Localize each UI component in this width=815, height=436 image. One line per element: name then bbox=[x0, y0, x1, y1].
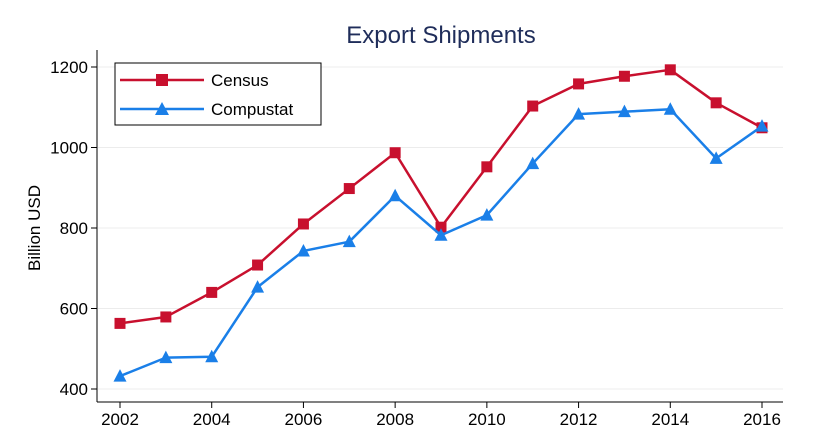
point-compustat-2010 bbox=[480, 208, 494, 221]
x-tick-label-2012: 2012 bbox=[560, 410, 598, 429]
y-tick-label-400: 400 bbox=[60, 380, 88, 399]
point-census-2002 bbox=[114, 317, 126, 329]
y-tick-label-1200: 1200 bbox=[50, 58, 88, 77]
point-compustat-2014 bbox=[663, 102, 677, 115]
point-census-2005 bbox=[252, 259, 264, 271]
x-tick-label-2010: 2010 bbox=[468, 410, 506, 429]
point-census-2008 bbox=[389, 147, 401, 159]
point-census-2003 bbox=[160, 311, 172, 323]
point-compustat-2015 bbox=[709, 151, 723, 164]
legend-census-marker bbox=[156, 74, 168, 86]
point-census-2006 bbox=[297, 218, 309, 230]
point-census-2004 bbox=[206, 286, 218, 298]
point-census-2013 bbox=[618, 70, 630, 82]
point-census-2012 bbox=[573, 78, 585, 90]
point-census-2015 bbox=[710, 97, 722, 109]
point-census-2014 bbox=[664, 64, 676, 76]
point-compustat-2006 bbox=[296, 243, 310, 257]
point-compustat-2005 bbox=[251, 280, 265, 293]
x-tick-label-2002: 2002 bbox=[101, 410, 139, 429]
x-tick-label-2004: 2004 bbox=[193, 410, 231, 429]
chart-title: Export Shipments bbox=[346, 22, 535, 49]
point-census-2009 bbox=[435, 221, 447, 233]
x-tick-label-2008: 2008 bbox=[376, 410, 414, 429]
x-tick-label-2006: 2006 bbox=[285, 410, 323, 429]
point-compustat-2008 bbox=[388, 188, 402, 202]
series-lines bbox=[113, 64, 769, 382]
point-compustat-2011 bbox=[526, 156, 540, 170]
legend-compustat-marker bbox=[155, 102, 169, 115]
y-tick-label-1000: 1000 bbox=[50, 139, 88, 158]
point-compustat-2007 bbox=[342, 234, 356, 248]
point-census-2011 bbox=[527, 100, 539, 112]
point-compustat-2002 bbox=[113, 369, 127, 382]
x-tick-label-2014: 2014 bbox=[651, 410, 689, 429]
point-compustat-2016 bbox=[755, 119, 769, 132]
point-compustat-2013 bbox=[617, 104, 631, 118]
y-axis-label: Billion USD bbox=[25, 185, 44, 271]
point-compustat-2004 bbox=[205, 349, 219, 363]
legend-compustat-label: Compustat bbox=[211, 100, 293, 119]
y-tick-label-600: 600 bbox=[60, 300, 88, 319]
y-tick-label-800: 800 bbox=[60, 219, 88, 238]
legend-census-label: Census bbox=[211, 71, 269, 90]
point-census-2007 bbox=[343, 183, 355, 195]
axes: 400 600 800 1000 1200 2002 2004 2006 2008 2010 201… bbox=[50, 50, 783, 429]
point-census-2010 bbox=[481, 161, 493, 173]
x-tick-label-2016: 2016 bbox=[743, 410, 781, 429]
point-compustat-2003 bbox=[159, 350, 173, 364]
series-compustat-line bbox=[119, 108, 763, 378]
legend: Census Compustat bbox=[114, 62, 322, 126]
legend-box bbox=[114, 62, 322, 126]
point-compustat-2009 bbox=[434, 228, 448, 241]
point-compustat-2012 bbox=[572, 107, 586, 120]
